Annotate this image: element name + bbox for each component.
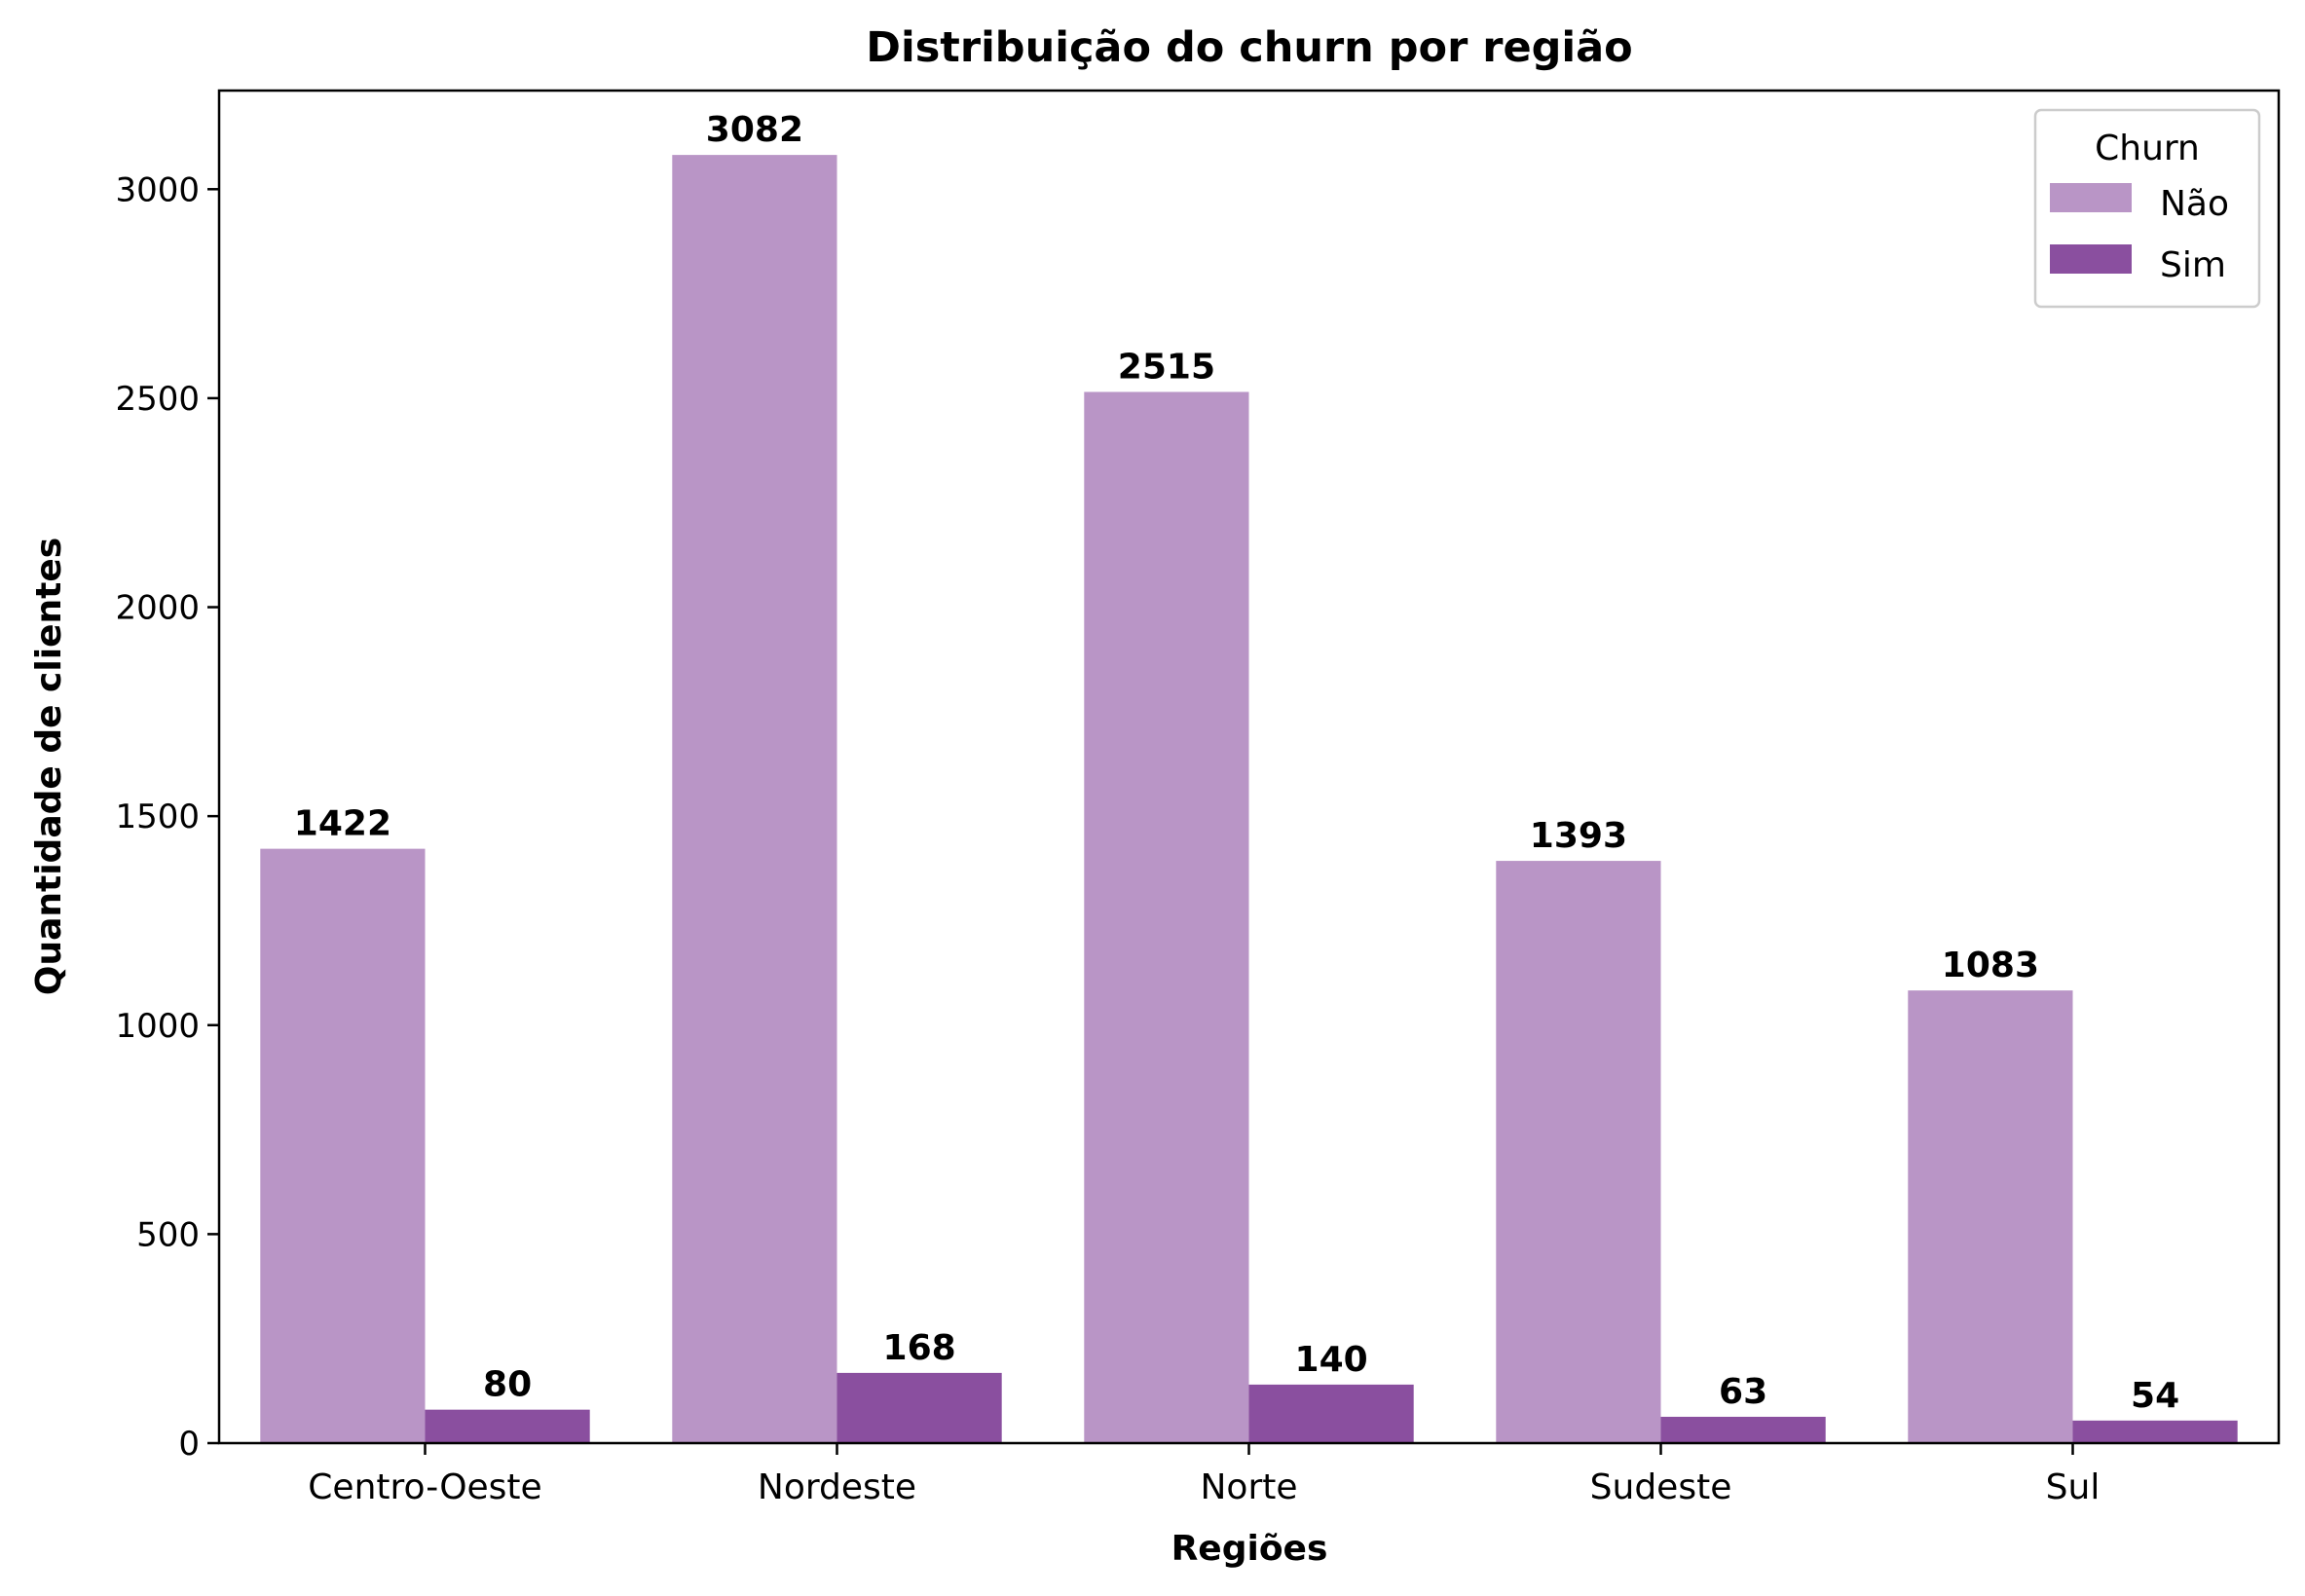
bar-value-label: 63 [1719, 1372, 1767, 1412]
y-tick-label: 1000 [115, 1007, 200, 1046]
x-tick-label: Norte [1200, 1467, 1297, 1507]
legend-label-sim: Sim [2160, 245, 2226, 285]
y-tick-label: 500 [136, 1215, 200, 1254]
legend-swatch-sim [2050, 244, 2132, 274]
legend: Churn Não Sim [2033, 108, 2261, 309]
bar-não-sul [1908, 990, 2073, 1443]
y-tick-label: 0 [178, 1425, 200, 1464]
legend-items: Não Sim [2050, 183, 2229, 285]
legend-swatch-não [2050, 183, 2132, 212]
x-tick-label: Nordeste [758, 1467, 916, 1507]
bar-não-sudeste [1496, 861, 1661, 1443]
bar-value-label: 1422 [294, 804, 391, 844]
bar-value-label: 80 [483, 1365, 532, 1405]
bar-value-label: 54 [2131, 1376, 2179, 1416]
bar-não-centro-oeste [260, 848, 426, 1443]
chart-title: Distribuição do churn por região [866, 23, 1632, 72]
bar-value-label: 168 [883, 1328, 956, 1368]
bar-sim-nordeste [836, 1372, 1002, 1443]
legend-label-não: Não [2160, 184, 2229, 224]
plot-frame [217, 89, 2281, 1445]
bar-labels-group: 1422 80 3082 168 2515 140 1393 63 1083 54 [294, 110, 2179, 1416]
y-tick-label: 2500 [115, 380, 200, 419]
bar-value-label: 140 [1295, 1340, 1368, 1380]
bar-value-label: 3082 [706, 110, 803, 150]
y-tick-label: 1500 [115, 798, 200, 836]
x-tick-label: Centro-Oeste [308, 1467, 541, 1507]
bar-sim-centro-oeste [425, 1409, 590, 1443]
bar-não-norte [1084, 391, 1249, 1444]
bar-sim-sul [2072, 1420, 2238, 1443]
x-axis-label: Regiões [1171, 1529, 1328, 1569]
bar-value-label: 1393 [1530, 816, 1627, 856]
bar-value-label: 1083 [1942, 946, 2039, 985]
bar-sim-sudeste [1660, 1416, 1826, 1443]
bar-não-nordeste [672, 155, 837, 1444]
y-tick-label: 2000 [115, 589, 200, 628]
x-axis: Centro-Oeste Nordeste Norte Sudeste Sul [308, 1443, 2100, 1507]
y-axis-label: Quantidade de clientes [29, 538, 69, 995]
x-tick-label: Sudeste [1590, 1467, 1732, 1507]
y-tick-label: 3000 [115, 170, 200, 209]
x-tick-label: Sul [2046, 1467, 2101, 1507]
bars-group [260, 155, 2238, 1444]
bar-value-label: 2515 [1118, 347, 1215, 387]
legend-title: Churn [2095, 129, 2200, 168]
y-axis: 0 500 1000 1500 2000 2500 3000 [115, 170, 219, 1464]
bar-sim-norte [1248, 1384, 1414, 1443]
